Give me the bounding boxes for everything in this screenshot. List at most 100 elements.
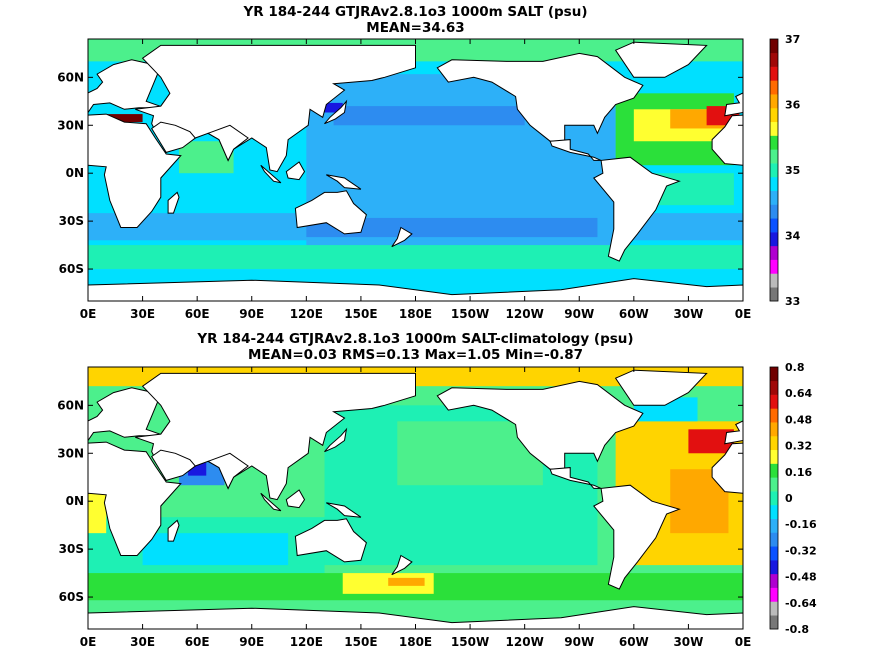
land-greenland <box>614 369 708 406</box>
x-tick-label: 60E <box>185 635 210 649</box>
x-tick-label: 150E <box>344 635 377 649</box>
x-tick-label: 0E <box>80 307 97 321</box>
colorbar-segment <box>770 615 778 630</box>
colorbar-segment <box>770 367 778 382</box>
x-tick-label: 60W <box>619 307 649 321</box>
land-namerica <box>436 52 644 142</box>
colorbar-tick-label: -0.8 <box>785 623 809 636</box>
colorbar-tick-label: 35 <box>785 164 800 177</box>
y-tick-label: 60S <box>59 590 84 604</box>
colorbar-frame <box>769 366 779 630</box>
colorbar-segment <box>770 587 778 602</box>
colorbar-tick-label: -0.48 <box>785 571 817 584</box>
land-europe-wrap <box>724 420 743 445</box>
colorbar-segment <box>770 449 778 464</box>
colorbar-segment <box>770 94 778 109</box>
colorbar-tick-label: 37 <box>785 33 800 46</box>
colorbar-tick-label: -0.64 <box>785 597 817 610</box>
colorbar-segment <box>770 66 778 81</box>
land-samerica <box>593 484 681 590</box>
land-centam <box>549 467 602 489</box>
colorbar-segment <box>770 121 778 136</box>
land-sumatra <box>260 164 282 184</box>
top-panel-title: YR 184-244 GTJRAv2.8.1o3 1000m SALT (psu… <box>243 4 588 20</box>
colorbar-segment <box>770 477 778 492</box>
colorbar-segment <box>770 135 778 150</box>
land-newguinea <box>326 502 362 518</box>
colorbar-segment <box>770 504 778 519</box>
x-tick-label: 30W <box>673 635 703 649</box>
colorbar-segment <box>770 232 778 247</box>
land-samerica <box>593 156 681 262</box>
x-tick-label: 120W <box>506 307 544 321</box>
colorbar-segment <box>770 422 778 437</box>
colorbar-segment <box>770 218 778 233</box>
x-tick-label: 150E <box>344 307 377 321</box>
x-tick-label: 30E <box>130 635 155 649</box>
land-arabia <box>151 121 197 153</box>
colorbar-segment <box>770 491 778 506</box>
colorbar-segment <box>770 532 778 547</box>
land-australia <box>294 190 367 235</box>
x-tick-label: 90E <box>239 307 264 321</box>
colorbar-tick-label: 33 <box>785 295 800 308</box>
y-tick-label: 30S <box>59 214 84 228</box>
bottom-panel-stats: MEAN=0.03 RMS=0.13 Max=1.05 Min=-0.87 <box>247 347 584 363</box>
x-tick-label: 0E <box>735 307 752 321</box>
land-mask <box>88 41 743 301</box>
colorbar-segment <box>770 204 778 219</box>
bottom-panel-title: YR 184-244 GTJRAv2.8.1o3 1000m SALT-clim… <box>197 331 634 347</box>
land-africa-wrap <box>711 114 743 166</box>
colorbar-tick-label: 36 <box>785 99 801 112</box>
land-greenland <box>614 41 708 78</box>
land-nz <box>391 226 413 248</box>
land-sumatra <box>260 492 282 512</box>
colorbar-segment <box>770 380 778 395</box>
colorbar-frame <box>769 38 779 302</box>
land-madagascar <box>167 191 180 214</box>
x-tick-label: 60E <box>185 307 210 321</box>
colorbar-tick-label: 0 <box>785 492 793 505</box>
x-tick-label: 0E <box>80 635 97 649</box>
colorbar-segment <box>770 80 778 95</box>
y-tick-label: 60N <box>57 70 84 84</box>
colorbar-segment <box>770 39 778 54</box>
land-borneo <box>285 489 306 509</box>
colorbar-tick-label: 0.16 <box>785 466 812 479</box>
x-tick-label: 60W <box>619 635 649 649</box>
colorbar-tick-label: 0.48 <box>785 413 812 426</box>
land-newguinea <box>326 174 362 190</box>
colorbar-segment <box>770 149 778 164</box>
x-tick-label: 150W <box>451 635 489 649</box>
land-africa-wrap <box>711 442 743 494</box>
colorbar-tick-label: 0.8 <box>785 361 805 374</box>
colorbar-tick-label: 0.32 <box>785 440 812 453</box>
land-mask <box>88 369 743 629</box>
y-tick-label: 0N <box>66 494 84 508</box>
land-europe-wrap <box>724 92 743 117</box>
colorbar-segment <box>770 560 778 575</box>
y-tick-label: 30S <box>59 542 84 556</box>
land-india <box>206 452 249 490</box>
x-tick-label: 120W <box>506 635 544 649</box>
colorbar-tick-label: 0.64 <box>785 387 812 400</box>
colorbar-segment <box>770 287 778 302</box>
y-tick-label: 0N <box>66 166 84 180</box>
colorbar-segment <box>770 163 778 178</box>
land-madagascar <box>167 519 180 542</box>
x-tick-label: 90W <box>564 307 594 321</box>
colorbar-segment <box>770 601 778 616</box>
colorbar-segment <box>770 408 778 423</box>
y-tick-label: 60N <box>57 398 84 412</box>
x-tick-label: 90E <box>239 635 264 649</box>
colorbar-segment <box>770 394 778 409</box>
colorbar-segment <box>770 435 778 451</box>
colorbar-segment <box>770 573 778 588</box>
x-tick-label: 180E <box>399 307 432 321</box>
colorbar-segment <box>770 463 778 478</box>
colorbar-segment <box>770 176 778 191</box>
bottom-map-panel: 0E 30E 60E 90E 120E 150E 180E 150W 120W 90W 60W 30W… <box>57 361 817 649</box>
colorbar-tick-label: 34 <box>785 230 801 243</box>
colorbar-tick-label: -0.32 <box>785 544 817 557</box>
